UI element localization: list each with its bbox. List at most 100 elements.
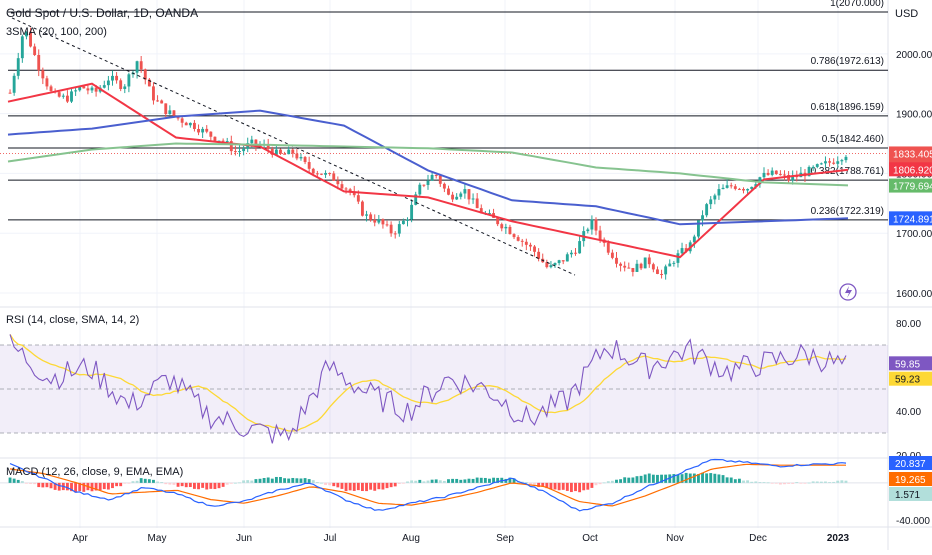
macd-histogram-bar xyxy=(229,482,233,484)
candle-body xyxy=(750,186,754,190)
macd-histogram-bar xyxy=(328,482,332,486)
macd-histogram-bar xyxy=(623,477,627,483)
macd-signal-line xyxy=(9,463,846,507)
candle-body xyxy=(664,266,668,275)
candle-body xyxy=(106,80,110,86)
candle-body xyxy=(471,198,475,200)
candle-body xyxy=(16,58,20,76)
macd-histogram-bar xyxy=(459,479,463,483)
replay-icon[interactable] xyxy=(839,283,857,301)
macd-histogram-bar xyxy=(840,480,844,483)
macd-line xyxy=(9,458,847,512)
sma-line-100 xyxy=(7,109,849,226)
candle-body xyxy=(352,191,356,196)
macd-histogram-bar xyxy=(729,477,733,483)
macd-histogram-bar xyxy=(389,482,393,488)
price-badge-value: 1833.405 xyxy=(893,149,932,160)
candle-body xyxy=(557,260,561,264)
macd-histogram-bar xyxy=(447,479,450,483)
candle-body xyxy=(78,86,82,91)
candle-body xyxy=(766,172,770,175)
macd-histogram-bar xyxy=(193,482,196,489)
candle-body xyxy=(274,149,278,155)
macd-histogram-bar xyxy=(635,476,639,483)
macd-histogram-bar xyxy=(709,473,713,483)
candle-body xyxy=(270,148,274,155)
candle-body xyxy=(369,214,373,220)
macd-histogram-bar xyxy=(533,482,536,485)
candle-body xyxy=(832,162,836,164)
macd-histogram-bar xyxy=(406,481,409,483)
candle-body xyxy=(508,226,512,235)
macd-histogram-bar xyxy=(561,482,565,490)
macd-histogram-bar xyxy=(8,477,12,483)
macd-histogram-bar xyxy=(582,482,586,491)
candle-body xyxy=(475,198,479,209)
macd-histogram-bar xyxy=(701,472,704,483)
candle-body xyxy=(74,90,78,92)
candle-body xyxy=(279,149,282,154)
candle-body xyxy=(791,175,795,181)
macd-histogram-bar xyxy=(16,479,20,483)
candle-body xyxy=(377,219,381,223)
price-badge xyxy=(889,178,932,193)
fib-levels: 1(2070.000) 0.786(1972.613) 0.618(1896.159… xyxy=(0,0,888,221)
macd-histogram-bar xyxy=(201,482,205,488)
macd-histogram-bar xyxy=(98,482,102,491)
macd-histogram-bar xyxy=(717,474,721,483)
trendline xyxy=(11,17,576,276)
macd-histogram-bar xyxy=(365,482,368,492)
macd-histogram-bar xyxy=(94,482,98,491)
macd-histogram-bar xyxy=(828,482,831,483)
macd-histogram-bar xyxy=(131,481,135,483)
macd-histogram-bar xyxy=(656,474,659,483)
macd-histogram-bar xyxy=(565,482,569,491)
macd-histogram-bar xyxy=(483,477,487,483)
macd-histogram-bar xyxy=(340,482,344,489)
macd-histogram-bar xyxy=(172,482,176,485)
macd-histogram-bar xyxy=(90,482,94,492)
candle-body xyxy=(340,184,344,189)
candle-body xyxy=(201,128,205,133)
candle-body xyxy=(684,248,688,252)
time-tick-label: Nov xyxy=(666,533,684,544)
macd-histogram-bar xyxy=(807,482,811,484)
candle-body xyxy=(733,186,737,189)
macd-histogram-bar xyxy=(274,476,278,483)
candle-body xyxy=(807,167,811,177)
candle-body xyxy=(824,161,827,164)
macd-histogram-bar xyxy=(250,480,254,483)
sma-indicator-label: 3SMA (20, 100, 200) xyxy=(6,26,107,38)
macd-histogram-bar xyxy=(615,479,618,483)
candle-body xyxy=(20,36,24,59)
macd-histogram-bar xyxy=(111,482,114,489)
macd-histogram-bar xyxy=(373,482,377,491)
price-badge xyxy=(889,211,932,226)
macd-histogram-bar xyxy=(143,478,147,483)
candle-body xyxy=(102,85,106,88)
macd-histogram-bar xyxy=(246,480,250,483)
macd-badge xyxy=(889,472,932,486)
rsi-badge-value: 59.85 xyxy=(895,359,920,370)
macd-histogram-bar xyxy=(160,482,164,483)
macd-histogram-bar xyxy=(139,478,143,483)
candle-body xyxy=(410,204,414,220)
candle-body xyxy=(238,151,241,153)
macd-histogram-bar xyxy=(238,482,241,484)
macd-histogram-bar xyxy=(119,482,123,487)
candle-body xyxy=(164,103,168,114)
macd-histogram-bar xyxy=(209,482,213,489)
macd-label: MACD (12, 26, close, 9, EMA, EMA) xyxy=(6,466,183,478)
candle-body xyxy=(225,141,229,143)
price-pane xyxy=(7,17,849,280)
candle-body xyxy=(520,240,524,242)
candle-body xyxy=(725,185,729,188)
candle-body xyxy=(754,184,758,187)
macd-histogram-bar xyxy=(221,482,225,487)
macd-histogram-bar xyxy=(537,482,541,488)
macd-histogram-bar xyxy=(369,482,373,490)
candle-body xyxy=(90,87,94,91)
candle-body xyxy=(656,269,659,274)
